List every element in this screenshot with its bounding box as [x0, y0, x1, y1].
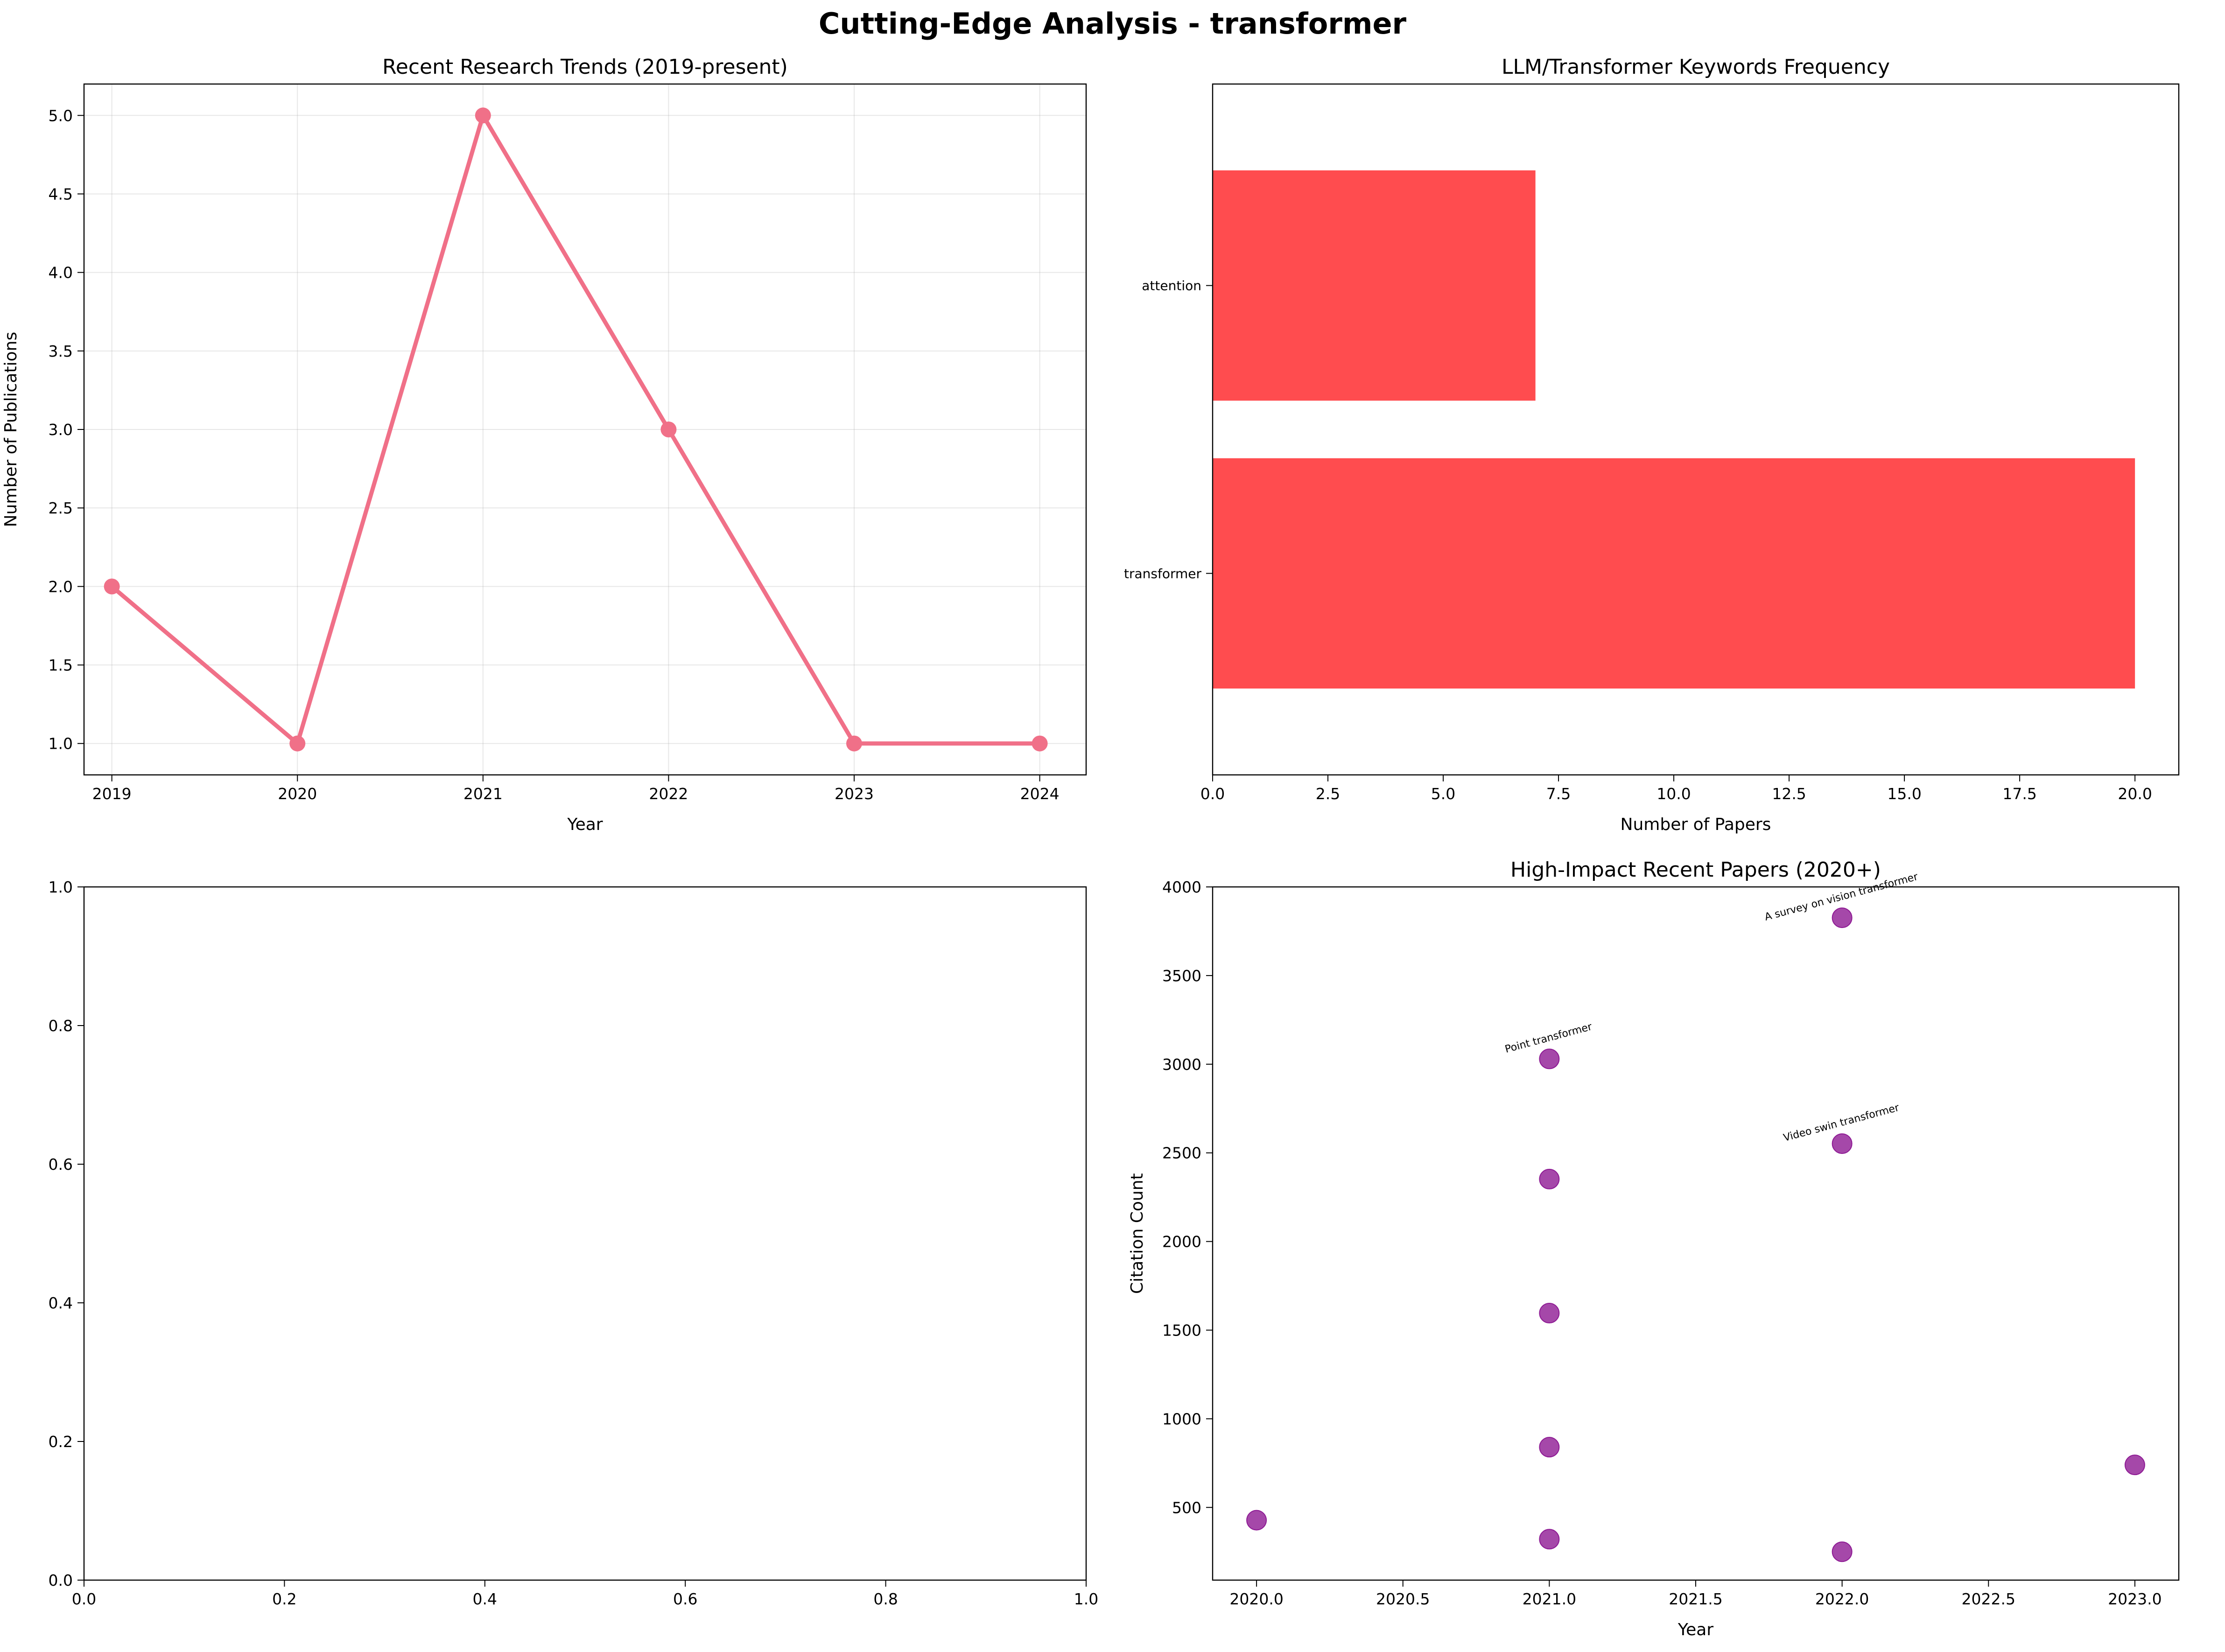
y-tick-label: 1.0: [49, 735, 73, 753]
x-tick-label: 2.5: [1316, 785, 1340, 803]
y-tick-label: 4.5: [49, 185, 73, 203]
x-tick-label: 2020: [278, 785, 317, 803]
x-tick-label: 2021.0: [1523, 1590, 1576, 1608]
axes-frame: [1212, 83, 2180, 776]
x-tick-label: 2022.0: [1815, 1590, 1869, 1608]
x-tick-label: 17.5: [2002, 785, 2036, 803]
y-tick-label: 2500: [1162, 1144, 1201, 1162]
axes-frame: [1212, 886, 2180, 1581]
y-tick-label: 1.5: [49, 656, 73, 675]
x-tick-label: 2021.5: [1669, 1590, 1722, 1608]
x-tick-label: 2024: [1020, 785, 1060, 803]
y-tick-label: 3500: [1162, 967, 1201, 985]
panel-empty-axes: 0.0 0.2 0.4 0.6 0.8 1.0 0.0 0.2 0.4 0.6 0.8 1.0: [49, 878, 1099, 1608]
data-point: [1539, 1303, 1560, 1324]
y-tick-label: 2.5: [49, 499, 73, 517]
x-tick-label: 10.0: [1656, 785, 1691, 803]
panel-high-impact-papers: 2020.0 2020.5 2021.0 2021.5 2022.0 2022.5 2023…: [1128, 858, 2180, 1639]
y-tick-label: 1000: [1162, 1410, 1201, 1428]
x-tick-label: 2020.5: [1376, 1590, 1430, 1608]
y-tick-label: 2.0: [49, 577, 73, 596]
y-tick-label: 2000: [1162, 1233, 1201, 1251]
y-tick-label: 500: [1172, 1498, 1201, 1517]
y-tick-label: attention: [1142, 278, 1201, 294]
x-tick-label: 0.2: [272, 1590, 296, 1608]
x-tick-label: 2022: [649, 785, 688, 803]
x-tick-label: 0.0: [1200, 785, 1225, 803]
x-axis-label: Year: [567, 815, 603, 834]
data-point: [104, 578, 120, 595]
data-point: [1246, 1510, 1267, 1531]
y-tick-label: transformer: [1124, 566, 1201, 581]
x-tick-label: 2021: [463, 785, 503, 803]
axes-title: LLM/Transformer Keywords Frequency: [1502, 55, 1890, 79]
y-tick-label: 0.6: [49, 1155, 73, 1174]
x-tick-label: 2019: [92, 785, 132, 803]
y-tick-label: 4.0: [49, 264, 73, 282]
x-tick-label: 2023: [835, 785, 874, 803]
y-tick-label: 5.0: [49, 106, 73, 125]
x-tick-label: 0.6: [673, 1590, 697, 1608]
x-tick-label: 7.5: [1546, 785, 1571, 803]
data-point: [846, 735, 863, 752]
data-point: [1539, 1437, 1560, 1458]
x-tick-label: 2022.5: [1962, 1590, 2015, 1608]
data-point: [475, 107, 491, 124]
y-tick-label: 3.5: [49, 342, 73, 360]
y-tick-label: 0.0: [49, 1571, 73, 1589]
y-tick-label: 4000: [1162, 878, 1201, 896]
data-point: [1832, 1133, 1853, 1154]
data-point: [660, 422, 677, 437]
x-axis-label: Year: [1678, 1620, 1713, 1639]
y-axis-label: Citation Count: [1128, 1173, 1147, 1294]
data-point: [1832, 907, 1853, 928]
y-tick-label: 0.2: [49, 1433, 73, 1451]
x-tick-label: 2020.0: [1229, 1590, 1283, 1608]
series-line: [110, 113, 1040, 746]
data-point: [1832, 1541, 1853, 1562]
data-point: [289, 735, 306, 752]
y-tick-label: 0.4: [49, 1294, 73, 1312]
panel-research-trends: 2019 2020 2021 2022 2023 2024 1.0 1.5 2.0 2.5 3.0 3…: [1, 55, 1087, 834]
bar: [1213, 170, 1536, 401]
bar: [1213, 458, 2135, 689]
y-axis-label: Number of Publications: [1, 332, 21, 527]
figure-title: Cutting-Edge Analysis - transformer: [818, 7, 1407, 41]
data-point: [2124, 1455, 2145, 1476]
x-tick-label: 0.8: [873, 1590, 898, 1608]
y-tick-label: 1.0: [49, 878, 73, 896]
x-tick-label: 0.4: [473, 1590, 497, 1608]
y-tick-label: 1500: [1162, 1321, 1201, 1339]
data-point: [1032, 735, 1048, 752]
axes-frame: [83, 886, 1087, 1581]
x-tick-label: 12.5: [1772, 785, 1806, 803]
y-tick-label: 0.8: [49, 1017, 73, 1035]
axes-title: Recent Research Trends (2019-present): [382, 55, 788, 79]
data-point: [1539, 1048, 1560, 1069]
x-tick-label: 1.0: [1074, 1590, 1098, 1608]
x-tick-label: 5.0: [1431, 785, 1455, 803]
x-tick-label: 15.0: [1887, 785, 1921, 803]
x-tick-label: 2023.0: [2108, 1590, 2162, 1608]
x-tick-label: 20.0: [2118, 785, 2152, 803]
panel-keyword-frequency: 0.0 2.5 5.0 7.5 10.0 12.5 15.0 17.5 20.0 transfor…: [1124, 55, 2180, 834]
x-tick-label: 0.0: [72, 1590, 96, 1608]
x-axis-label: Number of Papers: [1621, 815, 1771, 834]
data-point: [1539, 1529, 1560, 1550]
y-tick-label: 3.0: [49, 421, 73, 439]
data-point: [1539, 1168, 1560, 1189]
axes-frame: [83, 83, 1087, 776]
axes-title: High-Impact Recent Papers (2020+): [1510, 858, 1881, 882]
y-tick-label: 3000: [1162, 1055, 1201, 1074]
